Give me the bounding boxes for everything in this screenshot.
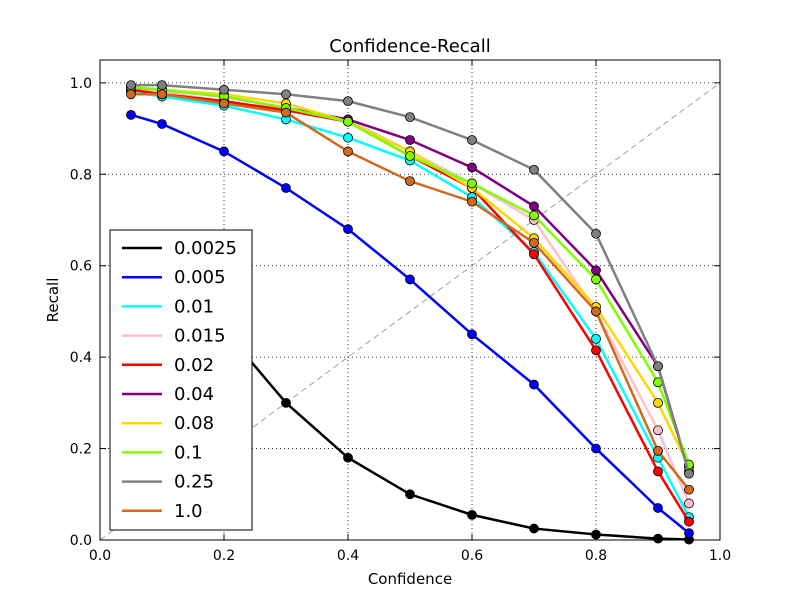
y-tick-label: 0.4 (70, 350, 92, 366)
series-layer (126, 80, 694, 545)
data-point (529, 379, 539, 390)
data-point (405, 112, 415, 123)
legend: 0.0025 0.005 0.01 0.015 0.02 0.04 0.08 0.1 0.25 1… (109, 229, 253, 531)
y-tick-label: 0.2 (70, 442, 92, 458)
x-tick-label: 0.0 (89, 548, 111, 564)
legend-box (109, 229, 253, 531)
data-point (157, 89, 167, 100)
chart-title: Confidence-Recall (329, 36, 490, 57)
data-point (591, 345, 601, 356)
legend-label: 1.0 (174, 501, 203, 522)
data-point (467, 509, 477, 520)
legend-label: 0.005 (174, 267, 226, 288)
y-tick-label: 0.0 (70, 533, 92, 549)
data-point (467, 329, 477, 340)
legend-label: 0.01 (174, 296, 214, 317)
x-tick-label: 1.0 (709, 548, 731, 564)
data-point (591, 443, 601, 454)
legend-label: 0.08 (174, 413, 214, 434)
data-point (653, 425, 663, 436)
data-point (467, 162, 477, 173)
data-point (467, 196, 477, 207)
y-tick-label: 0.8 (70, 167, 92, 183)
data-point (405, 151, 415, 161)
legend-label: 0.02 (174, 355, 214, 376)
data-point (281, 183, 291, 193)
data-point (591, 333, 601, 344)
legend-label: 0.25 (174, 472, 214, 493)
data-point (343, 224, 353, 235)
data-point (126, 80, 136, 91)
legend-label: 0.015 (174, 326, 226, 347)
series-1_0 (126, 89, 694, 495)
data-point (281, 107, 291, 118)
data-point (529, 237, 539, 248)
data-point (343, 146, 353, 157)
data-point (281, 89, 291, 100)
data-point (219, 84, 229, 95)
data-point (529, 201, 539, 212)
data-point (653, 397, 663, 408)
series-0_005 (126, 109, 694, 539)
data-point (219, 146, 229, 157)
data-point (684, 516, 694, 527)
data-point (684, 528, 694, 539)
data-point (684, 484, 694, 495)
data-point (157, 80, 167, 91)
data-point (405, 176, 415, 187)
data-point (684, 468, 694, 479)
data-point (219, 98, 229, 109)
data-point (343, 132, 353, 143)
y-tick-label: 0.6 (70, 259, 92, 275)
data-point (405, 274, 415, 285)
series-0_25 (126, 80, 694, 479)
data-point (653, 503, 663, 513)
data-point (467, 178, 477, 189)
data-point (343, 116, 353, 127)
legend-label: 0.04 (174, 384, 214, 405)
data-point (653, 533, 663, 544)
data-point (126, 109, 136, 120)
data-point (343, 96, 353, 107)
data-point (405, 135, 415, 145)
data-point (591, 306, 601, 317)
data-point (529, 249, 539, 260)
data-point (653, 445, 663, 456)
legend-label: 0.0025 (174, 238, 237, 259)
data-point (405, 489, 415, 500)
x-tick-label: 0.2 (213, 548, 235, 564)
reference-diagonal-line (99, 82, 721, 541)
data-point (126, 89, 136, 100)
data-point (157, 119, 167, 129)
x-tick-label: 0.6 (461, 548, 483, 564)
data-point (591, 228, 601, 239)
data-point (653, 361, 663, 372)
y-axis-title: Recall (44, 278, 62, 323)
x-tick-label: 0.8 (585, 548, 607, 564)
axis-ticks: 0.0 0.2 0.4 0.6 0.8 1.0 0.0 0.2 0.4 0.6 0.8 1.0 (70, 60, 731, 564)
y-tick-label: 1.0 (70, 76, 92, 92)
data-point (343, 452, 353, 463)
x-axis-title: Confidence (368, 570, 452, 588)
plot-area-frame (99, 59, 721, 541)
x-tick-label: 0.4 (337, 548, 359, 564)
data-point (684, 498, 694, 509)
data-point (529, 210, 539, 221)
data-point (591, 274, 601, 285)
data-point (467, 135, 477, 145)
data-point (281, 397, 291, 408)
data-point (529, 164, 539, 175)
data-point (653, 466, 663, 477)
legend-label: 0.1 (174, 442, 203, 463)
data-point (529, 523, 539, 534)
data-point (591, 265, 601, 276)
